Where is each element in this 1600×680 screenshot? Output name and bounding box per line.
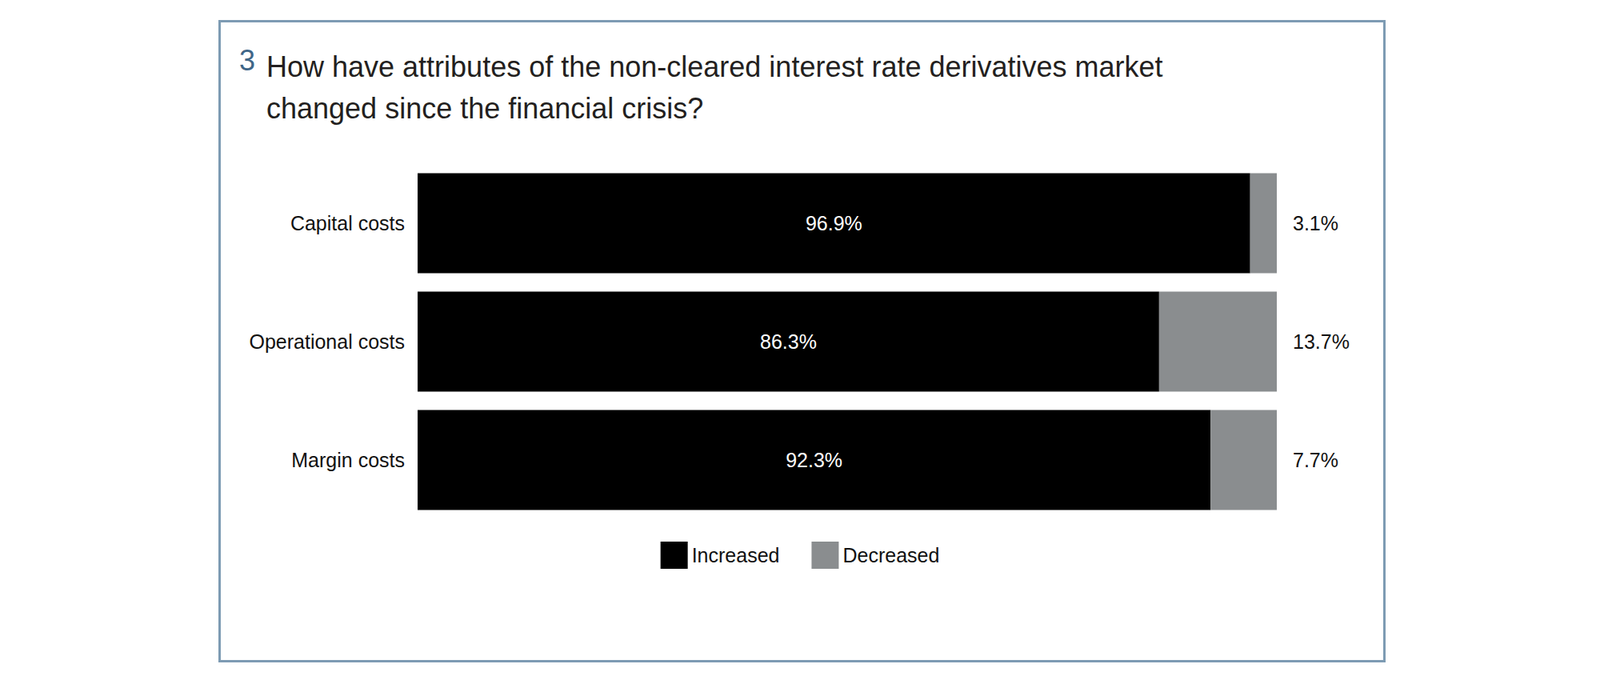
- svg-text:Increased: Increased: [692, 544, 780, 567]
- svg-text:13.7%: 13.7%: [1292, 330, 1350, 353]
- svg-text:92.3%: 92.3%: [785, 448, 843, 472]
- svg-text:Capital costs: Capital costs: [290, 212, 405, 235]
- svg-text:7.7%: 7.7%: [1292, 448, 1339, 472]
- svg-text:3: 3: [239, 44, 256, 77]
- svg-text:How have attributes of the non: How have attributes of the non-cleared i…: [266, 50, 1164, 84]
- svg-text:changed since the financial cr: changed since the financial crisis?: [266, 92, 704, 125]
- svg-text:Margin costs: Margin costs: [291, 448, 405, 472]
- svg-text:Operational costs: Operational costs: [248, 330, 405, 353]
- svg-text:3.1%: 3.1%: [1292, 212, 1339, 235]
- svg-text:86.3%: 86.3%: [760, 330, 817, 353]
- svg-text:96.9%: 96.9%: [805, 212, 863, 235]
- svg-text:Decreased: Decreased: [842, 544, 940, 567]
